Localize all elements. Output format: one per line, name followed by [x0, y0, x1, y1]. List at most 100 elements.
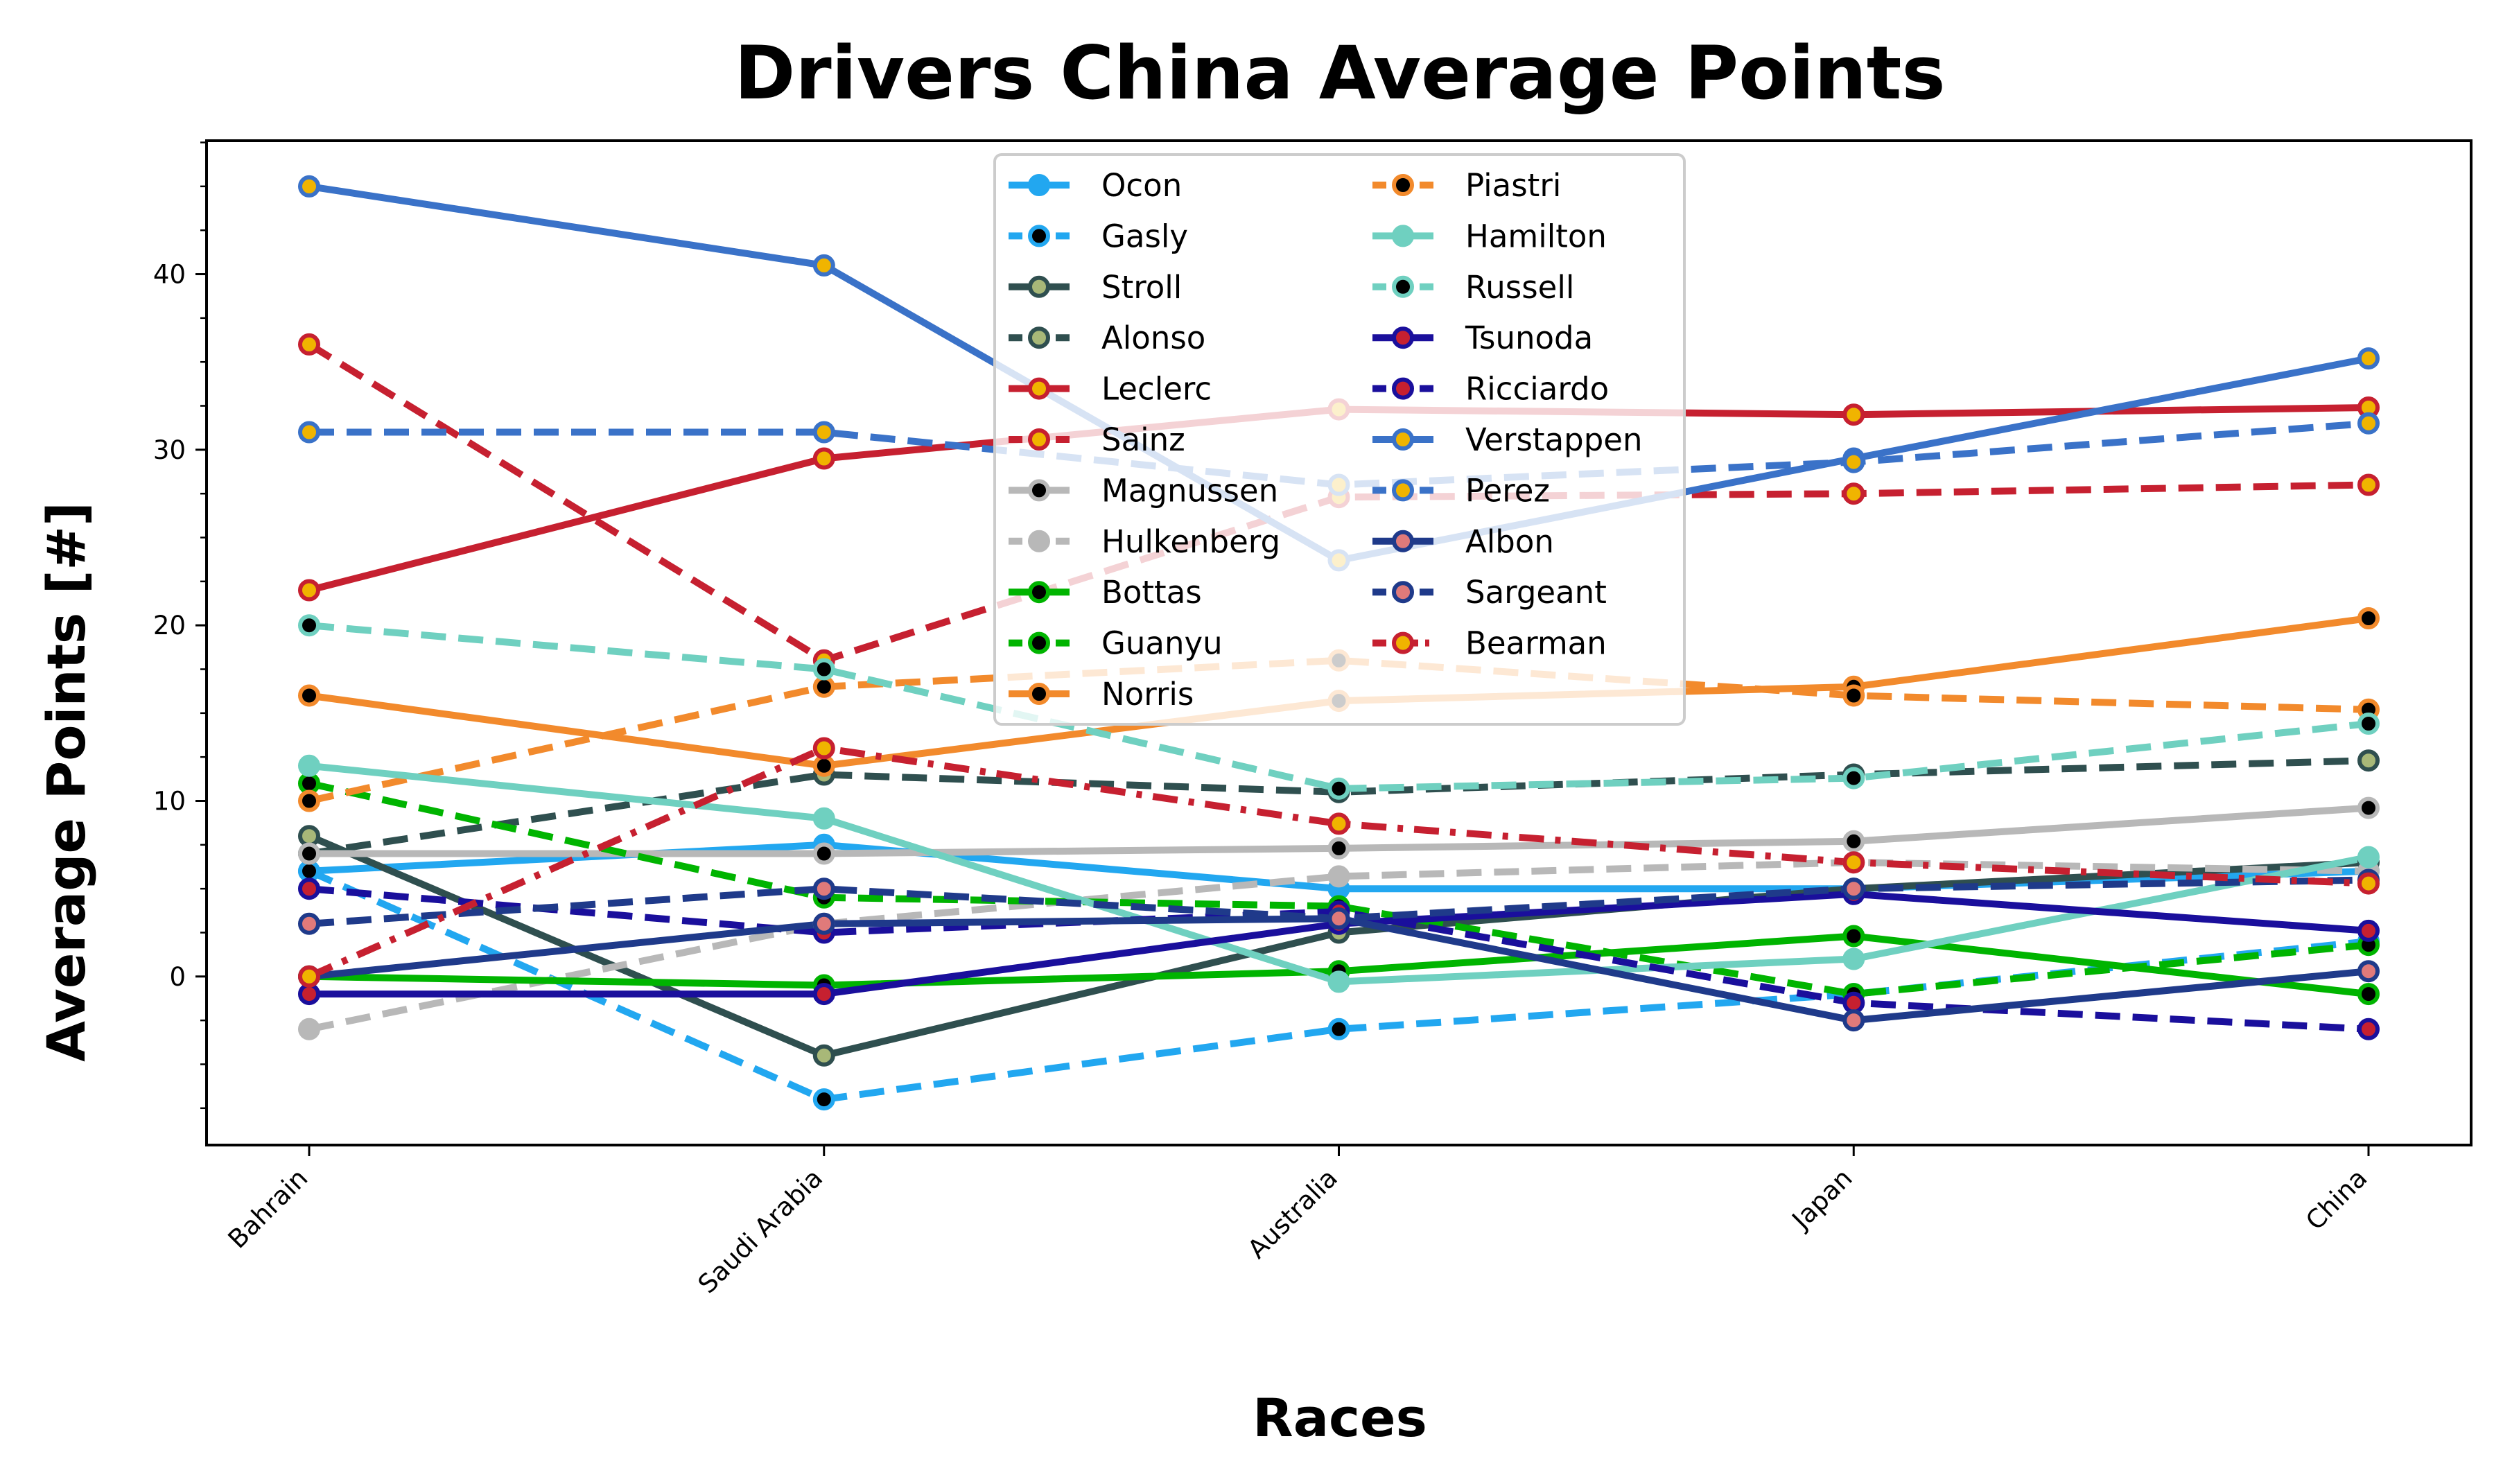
legend-marker-gasly	[1028, 225, 1050, 247]
data-point-magnussen	[812, 842, 835, 865]
legend-marker-sainz	[1028, 428, 1050, 451]
legend-marker-guanyu	[1028, 631, 1050, 654]
data-point-albon	[1842, 1009, 1865, 1032]
data-point-gasly	[812, 1088, 835, 1111]
legend-marker-magnussen	[1028, 479, 1050, 502]
legend-label-guanyu: Guanyu	[1101, 625, 1223, 662]
data-point-norris	[2357, 607, 2380, 629]
legend-label-leclerc: Leclerc	[1101, 371, 1212, 408]
legend-label-bearman: Bearman	[1465, 625, 1607, 662]
series-line-guanyu	[308, 780, 2369, 998]
legend-label-piastri: Piastri	[1465, 167, 1561, 204]
data-point-albon	[2357, 960, 2380, 983]
data-point-gasly	[298, 859, 320, 882]
legend-marker-hulkenberg	[1028, 530, 1050, 552]
legend-marker-bottas	[1028, 581, 1050, 604]
legend-label-norris: Norris	[1101, 676, 1194, 713]
data-point-albon	[812, 912, 835, 935]
data-point-ricciardo	[298, 878, 320, 900]
legend-marker-hamilton	[1392, 225, 1414, 247]
data-point-verstappen	[812, 254, 835, 277]
series-line-piastri	[308, 656, 2369, 805]
data-point-piastri	[1842, 684, 1865, 707]
data-point-bottas	[1842, 925, 1865, 948]
data-point-perez	[812, 421, 835, 444]
data-point-tsunoda	[812, 983, 835, 1006]
data-point-russell	[812, 658, 835, 681]
data-point-ricciardo	[2357, 1018, 2380, 1040]
legend: Ocon Gasly Stroll Alonso Leclerc Sainz Magnuss…	[993, 153, 1686, 726]
x-tick-label: Bahrain	[223, 1163, 314, 1255]
x-axis-label: Races	[1253, 1387, 1427, 1449]
data-point-verstappen	[298, 175, 320, 198]
data-point-piastri	[812, 675, 835, 698]
legend-marker-norris	[1028, 683, 1050, 705]
data-point-sainz	[1842, 482, 1865, 505]
data-point-magnussen	[298, 842, 320, 865]
data-point-sargeant	[1327, 907, 1350, 930]
legend-marker-bearman	[1392, 631, 1414, 654]
data-point-bearman	[1842, 851, 1865, 874]
data-point-hulkenberg	[1327, 865, 1350, 888]
data-point-hamilton	[812, 807, 835, 830]
legend-marker-perez	[1392, 479, 1414, 502]
data-point-sainz	[2357, 473, 2380, 496]
y-tick-label: 0	[169, 962, 186, 992]
data-point-russell	[2357, 713, 2380, 735]
legend-label-ricciardo: Ricciardo	[1465, 371, 1609, 408]
data-point-stroll	[812, 1044, 835, 1067]
x-tick-label: Saudi Arabia	[692, 1163, 828, 1299]
data-point-bearman	[298, 965, 320, 988]
legend-label-verstappen: Verstappen	[1465, 421, 1642, 458]
data-point-magnussen	[2357, 796, 2380, 819]
data-point-alonso	[2357, 749, 2380, 772]
legend-box	[993, 153, 1686, 726]
x-tick-label: Australia	[1242, 1163, 1343, 1264]
chart-title: Drivers China Average Points	[734, 30, 1945, 116]
legend-label-bottas: Bottas	[1101, 574, 1202, 611]
legend-label-sargeant: Sargeant	[1465, 574, 1607, 611]
data-point-tsunoda	[2357, 919, 2380, 942]
data-point-ricciardo	[1842, 991, 1865, 1014]
y-axis-label: Average Points [#]	[35, 502, 97, 1062]
legend-label-hamilton: Hamilton	[1465, 218, 1607, 254]
legend-label-russell: Russell	[1465, 269, 1574, 306]
y-tick-label: 40	[153, 260, 186, 290]
data-point-perez	[2357, 412, 2380, 435]
data-point-piastri	[298, 789, 320, 812]
x-tick-label: China	[2300, 1163, 2373, 1236]
legend-label-ocon: Ocon	[1101, 167, 1182, 204]
series-line-russell	[308, 622, 2369, 792]
series-line-hulkenberg	[308, 859, 2369, 1033]
data-point-hamilton	[298, 754, 320, 777]
legend-marker-leclerc	[1028, 377, 1050, 400]
legend-marker-ricciardo	[1392, 377, 1414, 400]
legend-marker-sargeant	[1392, 581, 1414, 604]
legend-label-sainz: Sainz	[1101, 421, 1185, 458]
data-point-russell	[298, 614, 320, 637]
data-point-bearman	[812, 737, 835, 760]
data-point-gasly	[1327, 1018, 1350, 1040]
data-point-russell	[1842, 767, 1865, 789]
x-tick-label: Japan	[1786, 1163, 1858, 1236]
data-point-verstappen	[2357, 347, 2380, 370]
data-point-hamilton	[1842, 948, 1865, 970]
data-point-tsunoda	[298, 983, 320, 1006]
data-point-russell	[1327, 777, 1350, 800]
legend-marker-stroll	[1028, 275, 1050, 298]
legend-label-magnussen: Magnussen	[1101, 472, 1278, 509]
data-point-sainz	[298, 333, 320, 356]
y-tick-label: 30	[153, 435, 186, 465]
data-point-magnussen	[1327, 837, 1350, 859]
data-point-perez	[298, 421, 320, 444]
data-point-magnussen	[1842, 830, 1865, 853]
series-line-bearman	[307, 744, 2369, 980]
data-point-bearman	[1327, 812, 1350, 835]
data-point-stroll	[298, 825, 320, 848]
legend-marker-albon	[1392, 530, 1414, 552]
data-point-guanyu	[298, 772, 320, 795]
legend-label-tsunoda: Tsunoda	[1465, 320, 1593, 356]
legend-marker-russell	[1392, 275, 1414, 298]
legend-label-albon: Albon	[1465, 523, 1554, 560]
